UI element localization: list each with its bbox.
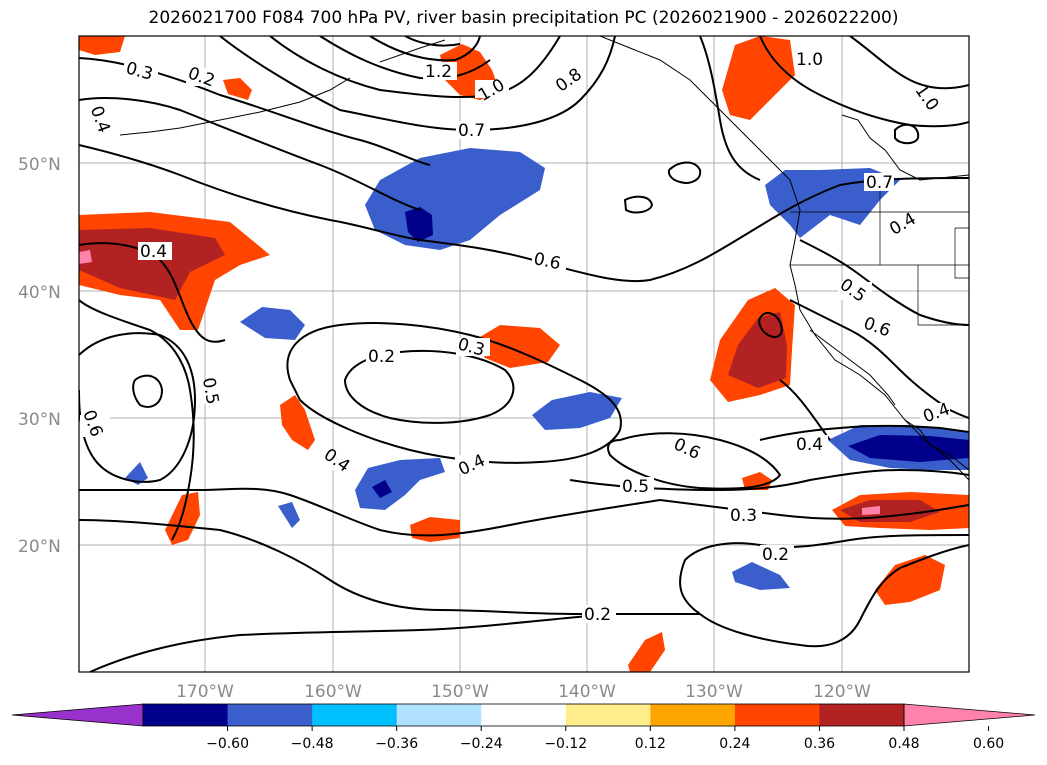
positive-anomaly-region	[223, 78, 252, 100]
contour-label: 0.2	[368, 347, 395, 367]
extreme-positive-anomaly-region	[862, 506, 880, 515]
map-title: 2026021700 F084 700 hPa PV, river basin …	[148, 8, 899, 28]
negative-anomaly-region	[240, 307, 305, 340]
strong-negative-anomaly-region	[848, 435, 969, 462]
strong-positive-anomaly-region	[728, 312, 787, 388]
colorbar-outline	[142, 703, 905, 727]
positive-anomaly-region	[742, 472, 772, 490]
colorbar-extend-low	[11, 703, 144, 727]
contour-label: 0.2	[584, 605, 611, 625]
colorbar-tick-label: 0.60	[973, 736, 1004, 752]
lon-label: 120°W	[813, 682, 871, 702]
colorbar-segment	[819, 704, 905, 726]
state-borders	[790, 185, 969, 326]
contour-label: 0.5	[198, 376, 222, 406]
colorbar-extend-high	[903, 703, 1036, 727]
negative-anomaly-region	[532, 392, 622, 430]
positive-anomaly-region	[475, 325, 560, 368]
positive-anomaly-region	[628, 632, 665, 672]
colorbar	[11, 703, 1036, 727]
colorbar-segment	[565, 704, 651, 726]
contour-label: 0.5	[622, 477, 649, 497]
contour-label: 0.4	[140, 242, 167, 262]
colorbar-tick-label: 0.24	[719, 736, 750, 752]
negative-anomaly-region	[278, 502, 300, 528]
colorbar-segment	[734, 704, 820, 726]
negative-anomaly-region	[125, 462, 148, 485]
colorbar-tick-label: −0.60	[206, 736, 249, 752]
longitude-axis: 170°W 160°W 150°W 140°W 130°W 120°W	[176, 682, 871, 702]
strong-positive-anomaly-region	[840, 500, 940, 522]
lon-label: 150°W	[431, 682, 489, 702]
colorbar-segment	[143, 704, 229, 726]
contour-label: 0.4	[796, 435, 823, 455]
contour-label: 0.2	[762, 545, 789, 565]
strong-positive-anomaly-region	[79, 228, 225, 300]
contour-label: 1.0	[796, 50, 823, 70]
negative-anomaly-region	[732, 562, 790, 590]
lon-label: 160°W	[304, 682, 362, 702]
map-frame	[78, 35, 970, 673]
positive-anomaly-region	[165, 492, 200, 545]
positive-anomaly-region	[875, 555, 945, 605]
colorbar-tick-label: −0.36	[375, 736, 418, 752]
colorbar-segment	[481, 704, 567, 726]
lon-label: 130°W	[685, 682, 743, 702]
colorbar-tick-label: −0.24	[460, 736, 503, 752]
colorbar-tick-label: 0.48	[888, 736, 919, 752]
strong-negative-anomaly-region	[405, 207, 433, 242]
lon-label: 170°W	[176, 682, 234, 702]
colorbar-ticks: −0.60 −0.48 −0.36 −0.24 −0.12 0.12 0.24 0.36 0.4…	[206, 726, 1004, 752]
colorbar-tick-label: −0.48	[291, 736, 334, 752]
contour-label: 1.2	[425, 62, 452, 82]
lat-label: 30°N	[18, 410, 61, 430]
lat-label: 40°N	[18, 283, 61, 303]
negative-anomaly-region	[355, 458, 445, 510]
lon-label: 140°W	[558, 682, 616, 702]
latitude-axis: 50°N 40°N 30°N 20°N	[18, 155, 61, 557]
colorbar-tick-label: 0.12	[635, 736, 666, 752]
positive-anomaly-region	[280, 395, 315, 450]
colorbar-tick-label: 0.36	[804, 736, 835, 752]
extreme-positive-anomaly-region	[79, 250, 92, 264]
colorbar-segment	[227, 704, 313, 726]
positive-anomaly-region	[722, 36, 795, 120]
contour-label: 0.3	[730, 506, 757, 526]
contour-label: 0.7	[866, 173, 893, 193]
colorbar-segment	[396, 704, 482, 726]
lat-label: 20°N	[18, 537, 61, 557]
positive-anomaly-region	[79, 36, 125, 55]
strong-negative-anomaly-region	[372, 480, 392, 498]
lat-label: 50°N	[18, 155, 61, 175]
colorbar-segment	[312, 704, 398, 726]
colorbar-segment	[650, 704, 736, 726]
contour-label: 0.7	[458, 121, 485, 141]
colorbar-tick-label: −0.12	[544, 736, 587, 752]
